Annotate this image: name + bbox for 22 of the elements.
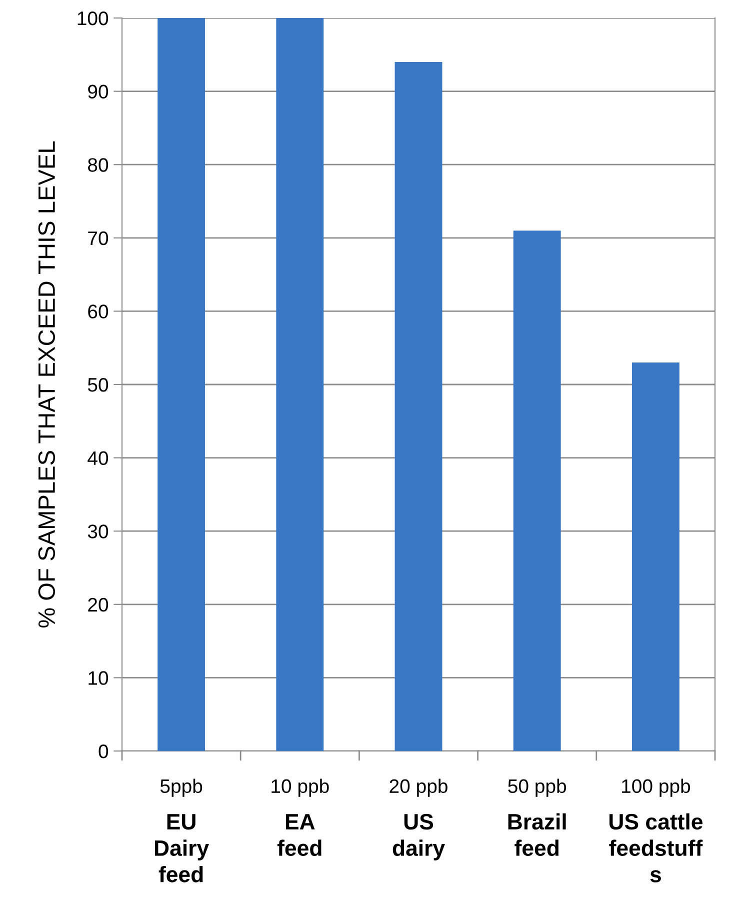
y-tick-label: 10 — [88, 671, 108, 685]
y-tick-label: 50 — [88, 378, 108, 392]
bar — [158, 18, 206, 751]
y-axis-title: % OF SAMPLES THAT EXCEED THIS LEVEL — [38, 141, 56, 628]
category-label: 50 ppb Brazil feed — [508, 778, 566, 856]
y-tick-label: 60 — [88, 304, 108, 318]
y-tick-label: 0 — [98, 744, 108, 758]
category-label: 10 ppb EA feed — [272, 778, 329, 856]
y-tick-label: 80 — [88, 158, 108, 172]
bar — [276, 18, 324, 751]
y-tick-label: 40 — [88, 451, 108, 466]
category-label: 100 ppb US cattle feedstuff s — [609, 778, 703, 882]
category-label: 20 ppb US dairy — [390, 778, 448, 860]
bar — [394, 62, 442, 751]
bar — [513, 230, 561, 751]
category-label: 5ppb EU Dairy feed — [154, 778, 209, 882]
y-tick-label: 30 — [88, 524, 108, 538]
y-tick-label: 70 — [88, 231, 108, 246]
y-tick-label: 20 — [88, 598, 108, 612]
bar — [632, 362, 680, 751]
y-tick-label: 100 — [78, 11, 108, 26]
y-tick-label: 90 — [88, 84, 108, 99]
